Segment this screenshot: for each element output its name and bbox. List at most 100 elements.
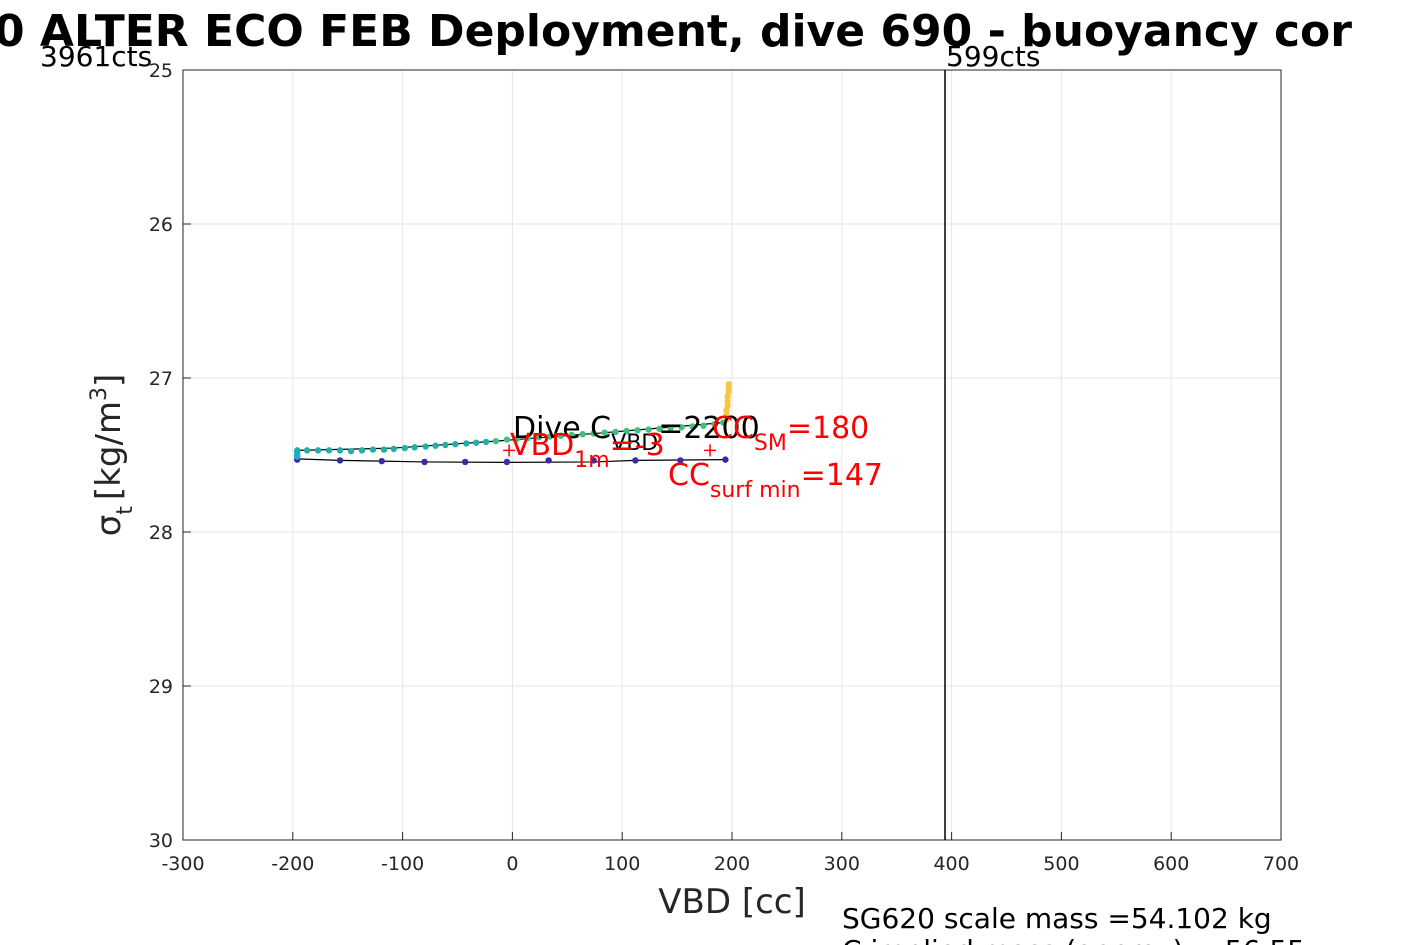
data-point xyxy=(390,445,398,453)
data-point xyxy=(463,440,470,447)
data-point xyxy=(293,447,301,454)
data-point xyxy=(724,397,731,405)
data-point xyxy=(632,457,639,464)
data-point xyxy=(546,433,553,440)
data-point xyxy=(336,457,344,464)
grid-lines xyxy=(182,69,1282,841)
data-point xyxy=(579,431,586,438)
y-label-sub: t xyxy=(113,506,138,515)
data-point xyxy=(314,447,322,454)
data-point xyxy=(722,456,729,463)
data-point xyxy=(725,380,732,388)
x-tick-label: 100 xyxy=(604,853,640,875)
dive-c-value: =2200 xyxy=(658,411,759,446)
data-point xyxy=(336,447,344,454)
data-point xyxy=(568,431,575,439)
data-point xyxy=(293,453,301,460)
x-tick-label: 600 xyxy=(1153,853,1189,875)
data-point xyxy=(689,423,696,430)
y-label-close: ] xyxy=(89,374,129,387)
cc-sm-annotation: CCSM=180 xyxy=(712,411,869,456)
marker-crosses xyxy=(503,444,717,457)
y-label-sigma: σ xyxy=(89,515,129,537)
scale-mass-text: SG620 scale mass =54.102 kg xyxy=(842,902,1272,935)
data-point xyxy=(472,439,480,446)
data-point xyxy=(634,427,641,434)
cc-surf-annotation: CCsurf min=147 xyxy=(668,458,883,503)
data-point xyxy=(677,457,684,464)
cc-sm-main: CC xyxy=(712,411,754,446)
vbd-1m-sub: 1m xyxy=(574,448,609,473)
data-point xyxy=(503,436,511,443)
left-counts-label: 3961cts xyxy=(40,40,152,73)
y-tick-label: 30 xyxy=(149,830,173,852)
data-point xyxy=(503,458,511,466)
x-tick-label: 700 xyxy=(1263,853,1299,875)
data-point xyxy=(678,424,685,431)
data-point xyxy=(432,442,439,449)
x-tick-label: -100 xyxy=(381,853,424,875)
data-point xyxy=(492,437,500,445)
y-tick-label: 27 xyxy=(149,368,173,390)
data-point xyxy=(369,446,377,453)
y-tick-label: 26 xyxy=(149,214,173,236)
chart-title: 0 ALTER ECO FEB Deployment, dive 690 - b… xyxy=(0,6,1352,57)
x-tick-label: 500 xyxy=(1043,853,1079,875)
x-axis-ticks: -300 -200 -100 0 100 200 300 400 500 600 700 xyxy=(161,832,1299,875)
cc-surf-sub: surf min xyxy=(710,478,801,503)
data-point xyxy=(656,425,663,433)
y-axis-label: σt [kg/m3] xyxy=(87,374,138,537)
data-point xyxy=(422,443,429,450)
y-tick-label: 25 xyxy=(149,60,173,82)
data-point xyxy=(421,458,428,466)
cc-surf-main: CC xyxy=(668,458,710,493)
data-point xyxy=(601,429,608,436)
x-tick-label: -300 xyxy=(161,853,204,875)
x-tick-label: 0 xyxy=(506,853,518,875)
x-tick-label: 400 xyxy=(933,853,969,875)
data-point xyxy=(325,447,333,454)
data-point xyxy=(723,416,730,423)
data-point xyxy=(482,438,490,446)
data-point xyxy=(545,457,552,464)
data-point xyxy=(590,457,597,464)
y-tick-label: 28 xyxy=(149,522,173,544)
y-label-unit: [kg/m xyxy=(89,401,129,500)
vbd-1m-annotation: VBD1m=-3 xyxy=(510,428,665,473)
data-point xyxy=(700,422,707,429)
data-point xyxy=(612,428,619,436)
right-counts-label: 599cts xyxy=(946,40,1040,73)
data-point xyxy=(557,432,564,439)
implied-mass-text: C implied mass (approx) = 56.55 xyxy=(842,934,1305,945)
data-point xyxy=(378,457,385,465)
cc-sm-sub: SM xyxy=(754,431,787,456)
data-point xyxy=(452,441,459,448)
data-point xyxy=(411,444,418,451)
x-tick-label: 200 xyxy=(714,853,750,875)
data-point xyxy=(358,447,366,454)
data-point xyxy=(725,388,732,396)
data-point xyxy=(590,430,597,437)
data-point xyxy=(667,424,674,432)
data-point xyxy=(645,426,652,433)
y-tick-label: 29 xyxy=(149,676,173,698)
vbd-1m-value: =-3 xyxy=(610,428,665,463)
data-point xyxy=(623,427,630,435)
data-point xyxy=(513,435,520,443)
x-tick-label: -200 xyxy=(271,853,314,875)
dive-c-main: Dive C xyxy=(513,411,611,446)
x-tick-label: 300 xyxy=(824,853,860,875)
data-point xyxy=(347,447,355,455)
dive-c-annotation: Dive CVBD=2200 xyxy=(513,411,760,456)
data-points xyxy=(293,380,732,466)
y-axis-ticks: 25 26 27 28 29 30 xyxy=(149,60,191,852)
cc-sm-value: =180 xyxy=(787,411,869,446)
data-point xyxy=(461,458,469,466)
data-point xyxy=(401,444,408,452)
data-point xyxy=(442,441,449,449)
data-point xyxy=(524,434,531,442)
x-axis-label: VBD [cc] xyxy=(658,882,806,922)
dive-c-sub: VBD xyxy=(611,431,658,456)
data-point xyxy=(723,411,730,419)
